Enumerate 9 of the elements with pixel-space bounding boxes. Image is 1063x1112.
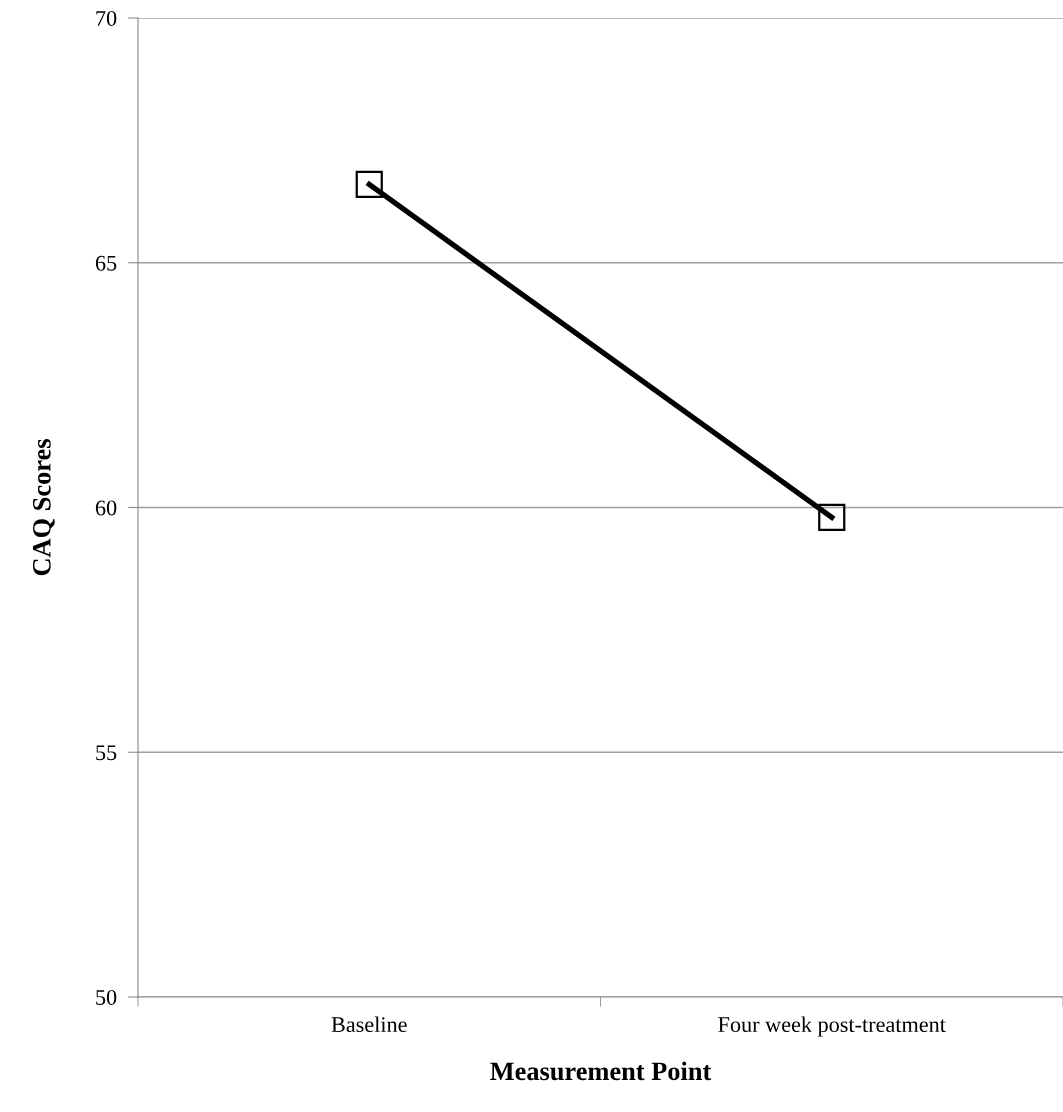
- y-tick-label: 55: [96, 745, 117, 761]
- y-tick-label: 50: [96, 989, 117, 1005]
- x-axis-title: Measurement Point: [490, 1061, 712, 1081]
- y-axis-title: CAQ Scores: [32, 439, 55, 576]
- y-tick-label: 60: [95, 500, 117, 516]
- y-tick-label: 70: [96, 10, 117, 26]
- x-tick-label: Baseline: [331, 1016, 407, 1033]
- y-tick-label: 65: [95, 255, 117, 271]
- x-tick-label: Four week post-treatment: [718, 1016, 946, 1037]
